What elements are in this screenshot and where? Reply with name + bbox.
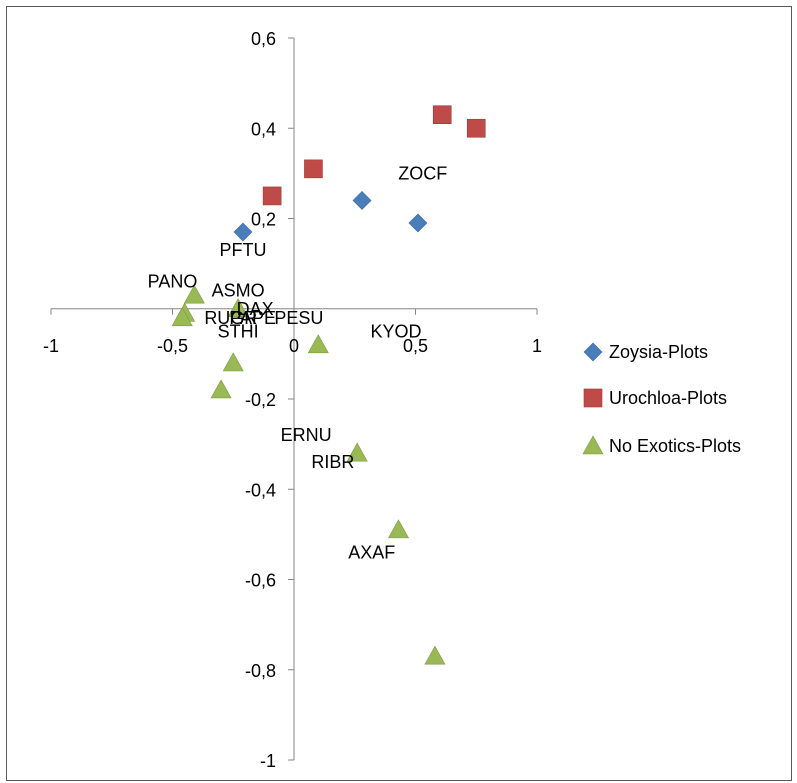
x-tick-label: -1 xyxy=(43,336,59,356)
y-tick-label: -0,4 xyxy=(245,480,276,500)
legend-no-exotics-plots-label: No Exotics-Plots xyxy=(609,436,741,456)
legend-urochloa-plots-marker xyxy=(583,388,603,408)
legend-no-exotics-plots-marker xyxy=(582,435,604,455)
x-tick-label: 0,5 xyxy=(403,336,428,356)
y-tick-label: 0,2 xyxy=(251,210,276,230)
legend-urochloa-plots-label: Urochloa-Plots xyxy=(609,388,727,408)
legend-zoysia-plots-label: Zoysia-Plots xyxy=(609,342,708,362)
zoysia-plots-point xyxy=(408,213,428,233)
no-exotics-plots-point xyxy=(210,379,232,399)
urochloa-plots-point xyxy=(304,159,323,179)
no-exotics-plots-point xyxy=(227,298,249,318)
point-label: DAX xyxy=(237,299,274,319)
no-exotics-plots-point xyxy=(222,352,244,372)
no-exotics-plots-point xyxy=(387,519,409,539)
no-exotics-plots-point xyxy=(424,645,446,665)
point-label: ERNU xyxy=(281,425,332,445)
urochloa-plots-point xyxy=(466,118,486,138)
y-tick-label: -1 xyxy=(260,751,276,771)
zoysia-plots-point xyxy=(352,191,372,210)
point-label: ZOCF xyxy=(398,163,447,183)
legend-zoysia-plots-marker xyxy=(583,342,603,362)
no-exotics-plots-point xyxy=(171,307,193,327)
urochloa-plots-point xyxy=(262,186,282,206)
point-label: RIBR xyxy=(311,452,354,472)
point-label: AXAF xyxy=(348,542,395,562)
point-label: KYOD xyxy=(371,321,422,341)
point-label: PESU xyxy=(274,308,323,328)
no-exotics-plots-point xyxy=(346,442,368,462)
point-label: PAPE xyxy=(229,308,276,328)
y-tick-label: 0,4 xyxy=(251,119,276,139)
y-tick-label: -0,2 xyxy=(245,390,276,410)
no-exotics-plots-point xyxy=(307,334,329,354)
urochloa-plots-point xyxy=(432,105,452,125)
point-label: PFTU xyxy=(219,240,266,260)
point-label: RUGR xyxy=(204,308,257,328)
x-tick-label: 0 xyxy=(289,336,299,356)
zoysia-plots-point xyxy=(233,222,253,242)
x-tick-label: 1 xyxy=(532,336,542,356)
y-tick-label: -0,8 xyxy=(245,661,276,681)
chart-area xyxy=(6,6,792,781)
point-label: PANO xyxy=(148,272,198,292)
y-tick-label: -0,6 xyxy=(245,571,276,591)
x-tick-label: -0,5 xyxy=(157,336,188,356)
no-exotics-plots-point xyxy=(183,284,205,304)
point-label: ASMO xyxy=(212,281,265,301)
y-tick-label: 0,6 xyxy=(251,29,276,49)
point-label: STHI xyxy=(218,321,259,341)
